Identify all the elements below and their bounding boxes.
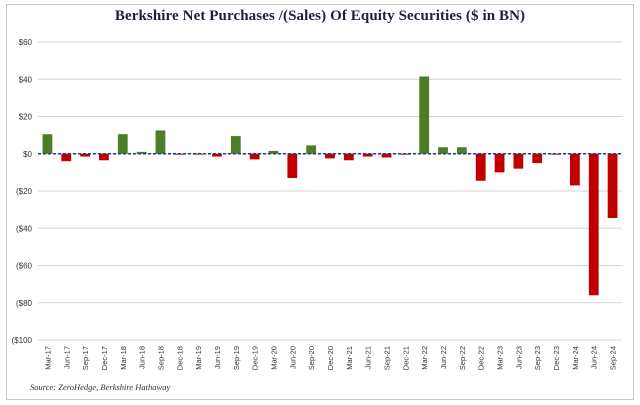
x-tick-label: Sep-22	[458, 346, 467, 370]
bar	[212, 153, 222, 157]
x-tick-label: Jun-22	[439, 346, 448, 369]
bar	[136, 151, 147, 154]
y-tick-label: $0	[23, 150, 32, 159]
bar	[61, 153, 72, 162]
x-tick-label: Sep-21	[383, 346, 392, 370]
bar	[325, 153, 335, 159]
y-tick-label: ($20	[16, 187, 33, 196]
bar	[306, 145, 317, 154]
x-tick-label: Mar-19	[194, 346, 203, 370]
y-tick-label: $20	[19, 113, 33, 122]
x-tick-label: Sep-18	[156, 346, 165, 370]
x-tick-label: Mar-24	[571, 346, 580, 370]
y-tick-label: ($60	[16, 262, 33, 271]
bar	[607, 153, 618, 219]
bar	[419, 76, 430, 154]
x-tick-label: Jun-24	[590, 346, 599, 369]
bar	[475, 153, 486, 181]
y-tick-label: ($100	[12, 336, 33, 345]
x-tick-label: Jun-21	[364, 346, 373, 369]
x-tick-label: Dec-21	[401, 346, 410, 370]
x-tick-label: Mar-17	[43, 346, 52, 370]
x-tick-label: Dec-20	[326, 346, 335, 370]
chart-title: Berkshire Net Purchases /(Sales) Of Equi…	[114, 8, 526, 24]
bar	[268, 150, 279, 154]
x-tick-label: Sep-23	[533, 346, 542, 370]
bar	[551, 153, 561, 155]
y-tick-label: ($40	[16, 224, 33, 233]
x-tick-label: Sep-24	[609, 346, 618, 370]
bar	[155, 130, 166, 154]
bar	[438, 147, 448, 154]
chart-source: Source: ZeroHedge, Berkshire Hathaway	[30, 382, 171, 392]
x-tick-label: Jun-20	[288, 346, 297, 369]
x-tick-label: Jun-18	[138, 346, 147, 369]
bar	[80, 153, 90, 157]
bar	[494, 153, 505, 173]
bar	[456, 147, 467, 154]
x-tick-label: Dec-23	[552, 346, 561, 370]
x-tick-label: Jun-23	[514, 346, 523, 369]
bar	[343, 153, 354, 161]
bar	[513, 153, 524, 169]
bar	[287, 153, 298, 178]
bar	[381, 153, 392, 158]
x-tick-label: Mar-18	[119, 346, 128, 370]
bar	[99, 153, 109, 161]
bar	[532, 153, 543, 164]
bar	[362, 153, 373, 157]
bar	[588, 153, 599, 296]
x-tick-label: Mar-20	[269, 346, 278, 370]
x-tick-label: Mar-21	[345, 346, 354, 370]
x-tick-label: Mar-23	[496, 346, 505, 370]
y-tick-label: $40	[19, 75, 33, 84]
x-tick-label: Jun-17	[62, 346, 71, 369]
y-tick-label: $60	[19, 38, 33, 47]
x-tick-label: Jun-19	[213, 346, 222, 369]
x-tick-label: Dec-18	[175, 346, 184, 370]
x-tick-label: Sep-19	[232, 346, 241, 370]
bar	[249, 153, 260, 160]
x-tick-label: Sep-17	[81, 346, 90, 370]
bar	[230, 136, 241, 154]
x-tick-label: Dec-19	[251, 346, 260, 370]
x-tick-label: Dec-17	[100, 346, 109, 370]
bar	[117, 134, 128, 154]
x-tick-label: Mar-22	[420, 346, 429, 370]
x-tick-label: Dec-22	[477, 346, 486, 370]
chart-frame	[6, 4, 634, 400]
bar	[42, 134, 53, 154]
y-tick-label: ($80	[16, 299, 33, 308]
x-tick-label: Sep-20	[307, 346, 316, 370]
bar	[570, 153, 580, 186]
